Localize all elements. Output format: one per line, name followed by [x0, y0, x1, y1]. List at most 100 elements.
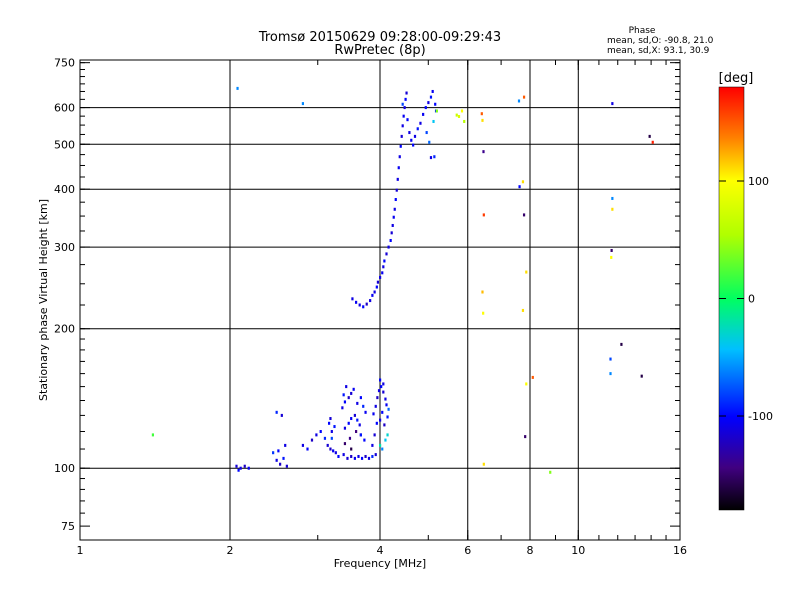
data-point [319, 430, 322, 434]
data-point [348, 436, 352, 440]
y-tick-label: 100 [54, 462, 75, 475]
data-point [247, 466, 250, 470]
x-tick-label: 6 [464, 544, 471, 557]
chart-title: Tromsø 20150629 09:28:00-09:29:43 [258, 30, 501, 45]
grid-layer [80, 60, 680, 540]
y-tick-label: 500 [54, 138, 75, 151]
data-point [381, 271, 384, 275]
data-point [358, 423, 361, 427]
data-point [306, 447, 309, 451]
y-tick-label: 75 [61, 520, 75, 533]
data-point [531, 375, 534, 379]
data-point [433, 155, 436, 159]
data-point [400, 134, 403, 138]
data-point [364, 410, 367, 414]
data-point [620, 342, 623, 346]
data-point [350, 391, 353, 395]
data-point [347, 421, 350, 425]
data-point [610, 248, 613, 252]
data-point [482, 311, 485, 315]
data-point [364, 454, 367, 458]
data-point [272, 451, 275, 455]
data-point [239, 466, 242, 470]
data-point [611, 196, 614, 200]
data-point [648, 134, 651, 138]
data-point [385, 252, 388, 256]
data-point [379, 275, 382, 279]
data-point [382, 265, 385, 269]
data-point [347, 396, 350, 400]
data-points [151, 86, 654, 474]
data-point [406, 118, 409, 122]
data-point [356, 401, 359, 405]
data-point [517, 99, 521, 103]
x-tick-label: 8 [527, 544, 534, 557]
data-point [310, 438, 314, 442]
data-point [354, 430, 358, 434]
data-point [383, 259, 386, 263]
data-point [379, 443, 382, 447]
data-point [343, 442, 347, 446]
data-point [327, 421, 331, 425]
data-point [480, 112, 483, 116]
chart-subtitle: RwPretec (8p) [334, 43, 425, 58]
data-point [419, 121, 422, 125]
data-point [395, 188, 398, 192]
data-point [341, 406, 344, 410]
data-point [279, 462, 282, 466]
data-point [518, 185, 521, 189]
data-point [371, 443, 374, 447]
phase-legend-title: Phase [629, 26, 656, 36]
y-tick-label: 300 [54, 241, 75, 254]
data-point [521, 180, 525, 184]
data-point [329, 447, 332, 451]
data-point [376, 280, 380, 284]
data-point [329, 417, 332, 421]
data-point [237, 468, 240, 472]
data-point [277, 449, 280, 453]
data-point [428, 140, 431, 144]
data-point [435, 109, 438, 113]
data-point [384, 397, 387, 401]
data-point [481, 290, 484, 294]
data-point [402, 114, 405, 118]
data-point [524, 435, 527, 439]
data-point [463, 119, 466, 123]
data-point [611, 207, 614, 211]
data-point [481, 118, 484, 122]
data-point [393, 207, 396, 211]
data-point [387, 245, 390, 249]
data-point [482, 150, 485, 154]
data-point [422, 112, 425, 116]
data-point [346, 456, 349, 460]
data-point [284, 443, 287, 447]
data-point [432, 119, 435, 123]
data-point [392, 215, 395, 219]
data-point [373, 433, 376, 437]
phase-legend-line2: mean, sd,X: 93.1, 30.9 [607, 46, 710, 56]
phase-legend-line1: mean, sd,O: -90.8, 21.0 [607, 36, 714, 46]
data-point [460, 109, 464, 113]
data-point [315, 433, 318, 437]
data-point [427, 101, 430, 105]
x-tick-label: 1 [77, 544, 84, 557]
data-point [351, 297, 354, 301]
data-point [377, 389, 381, 393]
y-axis-label: Stationary phase Virtual Height [km] [37, 199, 50, 401]
data-point [243, 464, 246, 468]
data-point [371, 293, 374, 297]
y-tick-label: 750 [54, 57, 75, 70]
data-point [374, 404, 377, 408]
data-point [360, 456, 364, 460]
y-tick-label: 600 [54, 102, 75, 115]
data-point [376, 396, 379, 400]
data-point [350, 454, 353, 458]
data-point [429, 156, 433, 160]
data-point [365, 302, 368, 306]
data-point [282, 456, 285, 460]
y-tick-label: 200 [54, 323, 75, 336]
data-point [385, 403, 388, 407]
data-point [380, 385, 383, 389]
data-point [373, 290, 376, 294]
data-point [375, 421, 378, 425]
